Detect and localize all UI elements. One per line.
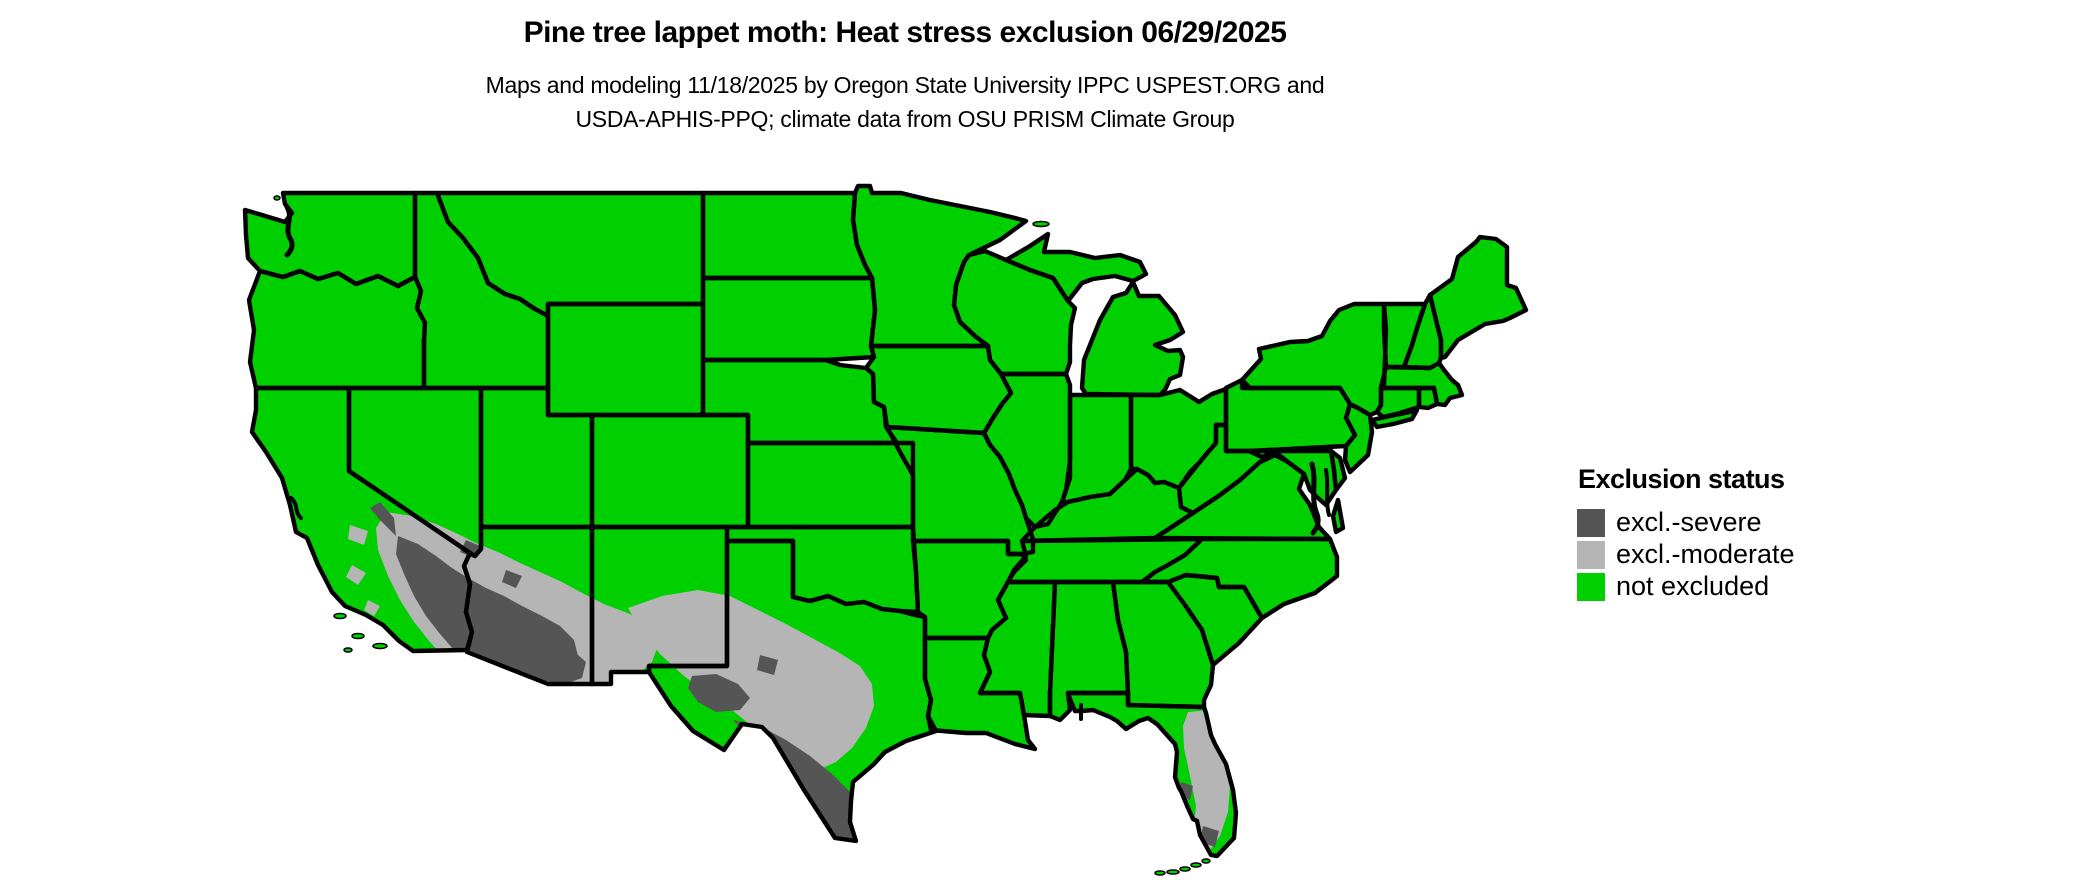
severe-label: excl.-severe [1616,507,1762,537]
not-excluded-label: not excluded [1616,571,1770,601]
severe-davis-mountains-blob [688,674,750,712]
chesapeake-bay-east [1324,468,1331,517]
map-title: Pine tree lappet moth: Heat stress exclu… [523,16,1287,49]
severe-california-arizona-region [396,536,578,687]
moderate-speck [348,525,368,545]
severe-swatch [1577,508,1605,537]
state-pennsylvania [1226,380,1355,451]
severe-speck [757,655,778,675]
header: Pine tree lappet moth: Heat stress exclu… [100,0,1710,136]
legend-title: Exclusion status [1578,464,1785,494]
state-oregon [249,271,425,388]
san-francisco-bay [289,496,303,520]
state-colorado [592,415,748,527]
severe-speck [502,570,522,588]
state-north-dakota [703,193,872,278]
state-maine [1430,237,1526,358]
water-details [284,204,1331,721]
florida-keys [1154,858,1211,876]
chesapeake-bay [1309,461,1321,536]
moderate-swatch [1577,540,1605,569]
severe-arizona-border-blob [540,648,586,686]
state-wyoming [548,304,703,415]
channel-islands [333,612,388,653]
severe-arm [370,502,396,536]
subtitle-line-2: USDA-APHIS-PPQ; climate data from OSU PR… [575,106,1235,132]
isle-royale [1032,220,1050,228]
legend-row-moderate: excl.-moderate [1577,539,1795,570]
puget-sound [284,204,295,258]
subtitle-line-1: Maps and modeling 11/18/2025 by Oregon S… [485,72,1325,98]
not-excluded-swatch [1577,572,1605,601]
moderate-texas-region [628,590,874,770]
moderate-speck [364,600,380,616]
state-kansas [748,443,913,527]
legend: Exclusion status excl.-severe excl.-mode… [1577,464,1795,603]
not-excluded-layer [245,186,1526,876]
legend-row-severe: excl.-severe [1577,507,1795,538]
map-subtitle: Maps and modeling 11/18/2025 by Oregon S… [100,68,1710,136]
moderate-speck [346,565,366,585]
legend-row-not-excluded: not excluded [1577,571,1795,602]
state-south-dakota [703,278,875,360]
san-juan-island [273,195,281,201]
moderate-label: excl.-moderate [1616,539,1795,569]
